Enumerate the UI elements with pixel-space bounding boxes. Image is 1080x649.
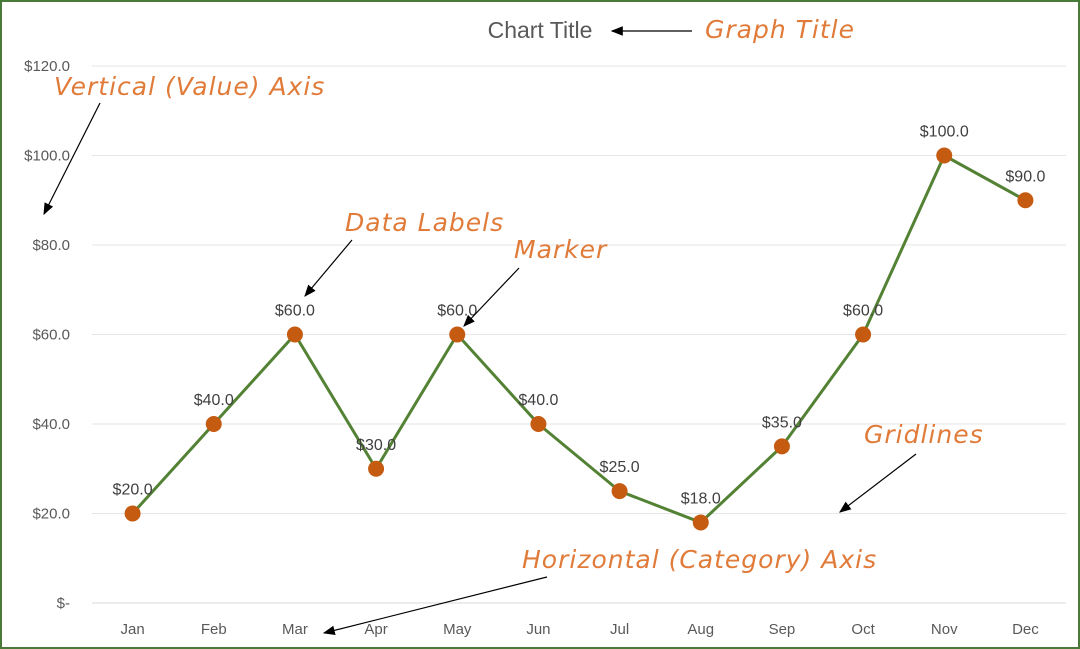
x-tick-label: Sep: [769, 621, 796, 638]
x-tick-label: May: [443, 621, 472, 638]
data-point-marker: [286, 326, 303, 343]
annotation-gridlines: Gridlines: [864, 420, 984, 449]
data-label: $60.0: [275, 303, 315, 320]
x-tick-label: Jun: [526, 621, 550, 638]
annotations: Graph Title Vertical (Value) Axis Data L…: [43, 15, 984, 636]
data-label: $100.0: [920, 124, 969, 141]
y-tick-label: $-: [57, 595, 70, 612]
y-tick-label: $20.0: [32, 506, 70, 523]
y-tick-label: $40.0: [32, 416, 70, 433]
y-tick-label: $60.0: [32, 327, 70, 344]
data-label: $60.0: [843, 303, 883, 320]
chart-title: Chart Title: [488, 17, 593, 43]
annotation-data-labels: Data Labels: [345, 208, 504, 237]
arrow-vertical-axis: [43, 102, 101, 216]
y-tick-label: $100.0: [24, 148, 70, 165]
x-tick-label: Aug: [687, 621, 714, 638]
x-tick-label: Feb: [201, 621, 227, 638]
data-label: $35.0: [762, 414, 802, 431]
y-tick-label: $120.0: [24, 58, 70, 75]
x-tick-label: Mar: [282, 621, 308, 638]
markers: [124, 147, 1034, 531]
data-label: $40.0: [194, 392, 234, 409]
arrow-gridlines: [839, 453, 917, 513]
data-point-marker: [936, 147, 953, 164]
data-point-marker: [368, 460, 385, 477]
x-tick-label: Nov: [931, 621, 958, 638]
data-label: $30.0: [356, 437, 396, 454]
data-label: $90.0: [1005, 168, 1045, 185]
annotation-graph-title: Graph Title: [705, 15, 855, 44]
data-point-marker: [773, 438, 790, 455]
annotation-marker: Marker: [514, 235, 608, 264]
data-point-marker: [1017, 192, 1034, 209]
horizontal-category-axis: Jan Feb Mar Apr May Jun Jul Aug Sep Oct Nov Dec: [120, 621, 1039, 638]
y-tick-label: $80.0: [32, 237, 70, 254]
arrow-marker: [463, 267, 520, 327]
data-point-marker: [124, 505, 141, 522]
x-tick-label: Apr: [364, 621, 387, 638]
x-tick-label: Dec: [1012, 621, 1039, 638]
arrow-data-labels: [304, 239, 353, 297]
data-point-marker: [692, 514, 709, 531]
data-point-marker: [855, 326, 872, 343]
series-line: [131, 154, 1027, 524]
vertical-value-axis: $- $20.0 $40.0 $60.0 $80.0 $100.0 $120.0: [24, 58, 70, 612]
data-point-marker: [530, 416, 547, 432]
data-point-marker: [449, 326, 466, 343]
annotation-vertical-axis: Vertical (Value) Axis: [54, 72, 325, 101]
data-label: $20.0: [113, 482, 153, 499]
data-point-marker: [205, 416, 222, 432]
data-label: $60.0: [437, 303, 477, 320]
gridlines: [92, 65, 1066, 604]
data-point-marker: [611, 483, 628, 500]
x-tick-label: Oct: [851, 621, 875, 638]
annotation-horizontal-axis: Horizontal (Category) Axis: [522, 545, 877, 574]
series: [131, 154, 1027, 524]
x-tick-label: Jul: [610, 621, 629, 638]
data-labels: $20.0 $40.0 $60.0 $30.0 $60.0 $40.0 $25.0 $18.0…: [113, 124, 1046, 508]
data-label: $25.0: [600, 459, 640, 476]
arrow-horizontal-axis: [322, 576, 548, 636]
data-label: $40.0: [518, 392, 558, 409]
data-label: $18.0: [681, 490, 721, 507]
x-tick-label: Jan: [120, 621, 144, 638]
